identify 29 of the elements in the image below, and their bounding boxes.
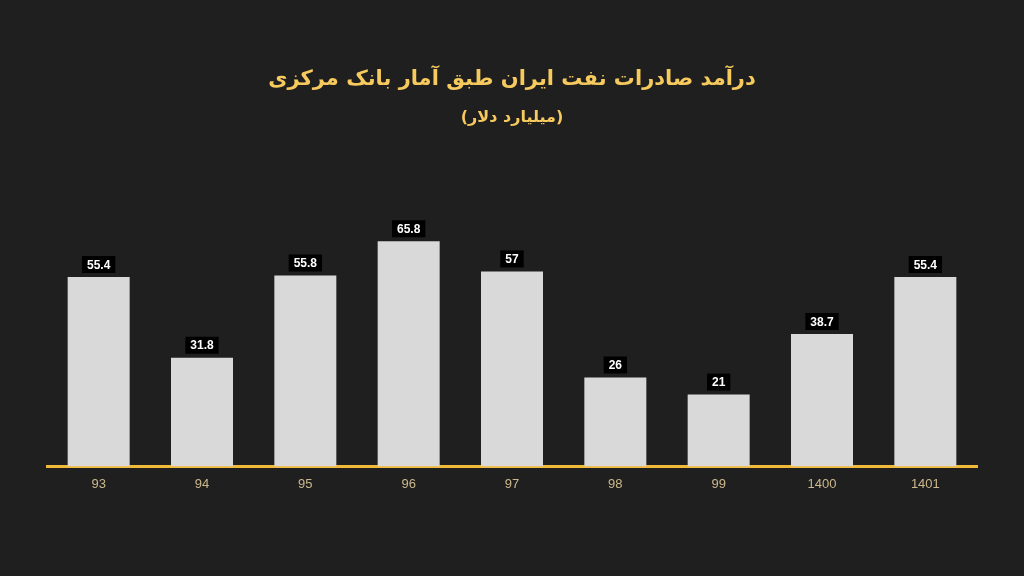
x-tick-label: 97 <box>504 475 520 491</box>
bar <box>171 357 233 467</box>
data-label: 31.8 <box>190 338 214 353</box>
x-tick-label: 1401 <box>910 475 940 491</box>
bar <box>894 276 957 467</box>
chart-title: درآمد صادرات نفت ایران طبق آمار بانک مرکزی <box>267 64 757 92</box>
chart-subtitle: (میلیارد دلار) <box>459 106 565 128</box>
bar <box>377 241 440 467</box>
data-label: 57 <box>505 252 519 267</box>
bar <box>584 377 647 467</box>
bar <box>687 394 750 467</box>
x-tick-label: 1400 <box>807 475 837 491</box>
data-label: 65.8 <box>396 222 421 237</box>
x-tick-label: 96 <box>401 475 416 491</box>
data-label: 55.8 <box>293 256 318 271</box>
bar <box>481 271 543 467</box>
bar <box>274 275 337 467</box>
data-label: 38.7 <box>810 314 834 329</box>
data-label: 55.4 <box>86 257 111 272</box>
x-tick-label: 93 <box>91 475 106 491</box>
data-label: 55.4 <box>913 257 938 272</box>
x-tick-label: 99 <box>711 475 726 491</box>
bar <box>791 334 853 467</box>
x-tick-label: 95 <box>298 475 313 491</box>
x-tick-label: 98 <box>608 475 623 491</box>
bar <box>67 276 130 467</box>
data-label: 21 <box>711 375 726 390</box>
x-tick-label: 94 <box>194 475 210 491</box>
data-label: 26 <box>608 358 623 373</box>
